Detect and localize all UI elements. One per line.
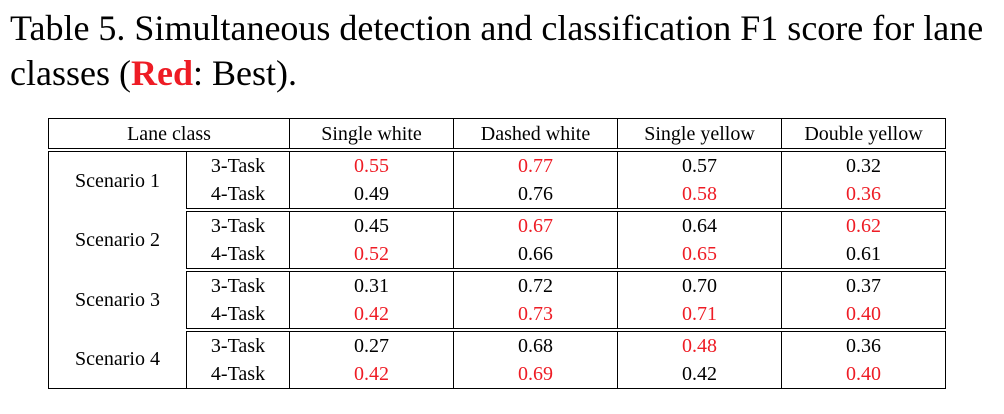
table-row: 4-Task 0.42 0.69 0.42 0.40 xyxy=(49,360,946,389)
score-cell: 0.32 xyxy=(781,150,946,180)
score-cell: 0.37 xyxy=(781,270,946,300)
caption-highlight: Red xyxy=(130,53,193,93)
score-cell: 0.61 xyxy=(781,240,946,272)
task-label: 4-Task xyxy=(186,360,290,389)
score-cell: 0.49 xyxy=(289,180,454,212)
score-cell: 0.72 xyxy=(453,270,618,300)
score-cell: 0.73 xyxy=(453,300,618,332)
table-caption: Table 5. Simultaneous detection and clas… xyxy=(10,6,995,96)
score-cell: 0.45 xyxy=(289,210,454,240)
header-cell: Single white xyxy=(289,118,454,152)
scenario-label: Scenario 2 xyxy=(48,210,187,270)
task-label: 3-Task xyxy=(186,210,290,240)
score-cell: 0.42 xyxy=(289,360,454,389)
score-cell: 0.69 xyxy=(453,360,618,389)
score-cell: 0.65 xyxy=(617,240,782,272)
table-row: Scenario 3 3-Task 0.31 0.72 0.70 0.37 xyxy=(48,270,946,330)
score-cell: 0.57 xyxy=(617,150,782,180)
task-label: 3-Task xyxy=(186,270,290,300)
score-cell: 0.55 xyxy=(289,150,454,180)
score-cell: 0.40 xyxy=(781,360,946,389)
score-cell: 0.67 xyxy=(453,210,618,240)
score-cell: 0.62 xyxy=(781,210,946,240)
score-cell: 0.71 xyxy=(617,300,782,332)
task-label: 4-Task xyxy=(186,180,290,212)
task-label: 3-Task xyxy=(186,330,290,360)
scenario-label: Scenario 4 xyxy=(48,330,187,389)
header-cell: Lane class xyxy=(48,118,290,152)
score-cell: 0.40 xyxy=(781,300,946,332)
score-cell: 0.64 xyxy=(617,210,782,240)
score-cell: 0.68 xyxy=(453,330,618,360)
scenario-label: Scenario 3 xyxy=(48,270,187,330)
table-row: 4-Task 0.49 0.76 0.58 0.36 xyxy=(49,180,946,212)
caption-text: Table 5. Simultaneous detection and clas… xyxy=(10,8,984,93)
score-cell: 0.76 xyxy=(453,180,618,212)
table-row: 4-Task 0.52 0.66 0.65 0.61 xyxy=(49,240,946,272)
score-cell: 0.58 xyxy=(617,180,782,212)
header-cell: Double yellow xyxy=(781,118,946,152)
score-cell: 0.27 xyxy=(289,330,454,360)
score-cell: 0.42 xyxy=(289,300,454,332)
table-row: Scenario 1 3-Task 0.55 0.77 0.57 0.32 xyxy=(48,150,946,210)
header-cell: Dashed white xyxy=(453,118,618,152)
score-cell: 0.36 xyxy=(781,330,946,360)
task-label: 4-Task xyxy=(186,240,290,272)
task-label: 4-Task xyxy=(186,300,290,332)
table-row: 4-Task 0.42 0.73 0.71 0.40 xyxy=(49,300,946,332)
header-row: Lane class Single white Dashed white Single… xyxy=(48,118,946,152)
score-cell: 0.52 xyxy=(289,240,454,272)
scenario-label: Scenario 1 xyxy=(48,150,187,210)
table-row: Scenario 4 3-Task 0.27 0.68 0.48 0.36 xyxy=(48,330,946,389)
score-cell: 0.66 xyxy=(453,240,618,272)
task-label: 3-Task xyxy=(186,150,290,180)
score-cell: 0.42 xyxy=(617,360,782,389)
score-cell: 0.70 xyxy=(617,270,782,300)
table-row: Scenario 2 3-Task 0.45 0.67 0.64 0.62 xyxy=(48,210,946,270)
results-table: Lane class Single white Dashed white Single… xyxy=(48,118,946,389)
caption-text: : Best). xyxy=(192,53,297,93)
score-cell: 0.31 xyxy=(289,270,454,300)
score-cell: 0.77 xyxy=(453,150,618,180)
score-cell: 0.48 xyxy=(617,330,782,360)
header-cell: Single yellow xyxy=(617,118,782,152)
score-cell: 0.36 xyxy=(781,180,946,212)
